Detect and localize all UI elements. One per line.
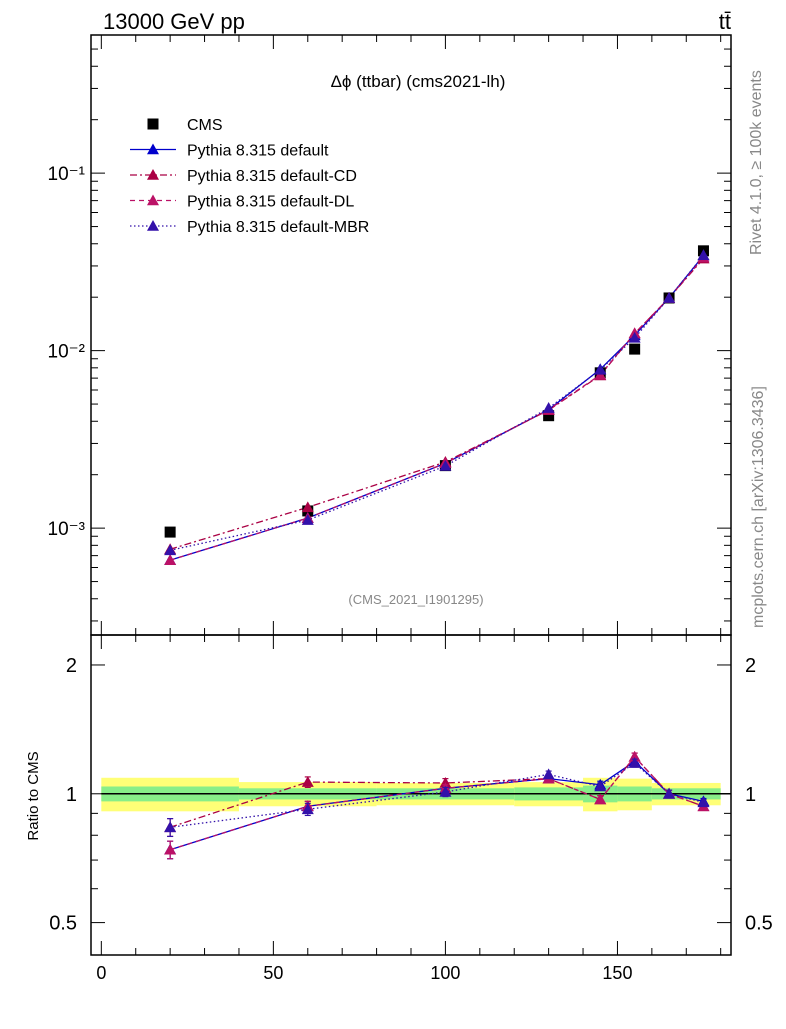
main-series-point-2: [301, 501, 314, 513]
ratio-y-tick-label-right: 2: [745, 655, 756, 677]
y-tick-label: 10⁻²: [48, 342, 86, 363]
ratio-series-point-3: [697, 796, 710, 808]
legend-marker: [147, 169, 159, 180]
x-tick-label: 150: [602, 963, 632, 983]
legend-marker-cms: [147, 118, 159, 130]
main-series-point-4: [542, 402, 555, 413]
x-tick-label: 100: [430, 963, 460, 983]
legend-label: Pythia 8.315 default-DL: [187, 194, 354, 211]
cms-data-point: [164, 526, 176, 538]
ratio-series-line-0: [169, 760, 704, 851]
main-series-line-3: [169, 257, 704, 561]
rivet-version-label: Rivet 4.1.0, ≥ 100k events: [748, 70, 765, 255]
ratio-series-point-3: [542, 768, 555, 780]
legend-label: Pythia 8.315 default: [187, 143, 329, 160]
cms-data-point: [629, 343, 641, 355]
ratio-y-tick-label: 1: [66, 784, 77, 806]
ratio-y-tick-label: 0.5: [49, 913, 77, 935]
main-series-point-4: [663, 291, 676, 303]
ratio-series-point-2: [164, 843, 177, 855]
main-series-point-4: [439, 459, 452, 471]
legend: CMS Pythia 8.315 default Pythia 8.315 defa…: [130, 117, 369, 236]
ratio-series-point-1: [301, 776, 314, 787]
ratio-series-point-3: [439, 785, 452, 797]
ratio-y-tick-label-right: 1: [745, 784, 756, 806]
analysis-watermark: (CMS_2021_I1901295): [348, 592, 483, 607]
x-tick-label: 0: [96, 963, 106, 983]
main-title: Δϕ (ttbar) (cms2021-lh): [331, 72, 506, 91]
main-series-point-4: [594, 363, 607, 375]
legend-label: Pythia 8.315 default-CD: [187, 168, 357, 185]
legend-marker: [147, 220, 159, 231]
ratio-series-point-3: [663, 787, 676, 799]
ratio-series-line-2: [169, 755, 704, 851]
ratio-ylabel: Ratio to CMS: [25, 751, 42, 840]
cms-data-point: [543, 410, 555, 422]
main-series-line-4: [170, 254, 704, 551]
ratio-y-tick-label-right: 0.5: [745, 913, 773, 935]
y-tick-label: 10⁻¹: [48, 164, 86, 185]
process-label: tt̄: [719, 9, 731, 34]
ratio-series-point-3: [301, 803, 314, 815]
legend-marker: [147, 143, 159, 155]
ratio-series-line-3: [170, 762, 704, 828]
y-tick-label: 10⁻³: [48, 519, 86, 540]
main-series-point-4: [628, 331, 641, 343]
main-series-line-2: [169, 258, 704, 550]
main-panel: 10⁻³ 10⁻² 10⁻¹: [48, 34, 732, 955]
mcplots-label: mcplots.cern.ch [arXiv:1306.3436]: [750, 386, 767, 628]
ratio-series-point-2: [594, 793, 607, 805]
ratio-series-point-3: [594, 780, 607, 792]
main-series-point-4: [164, 544, 177, 556]
ratio-panel: 0 50 100 150 0.5 0.5 1 1 2 2: [49, 634, 773, 983]
legend-label: CMS: [187, 117, 223, 134]
legend-label: Pythia 8.315 default-MBR: [187, 219, 369, 236]
x-tick-label: 50: [263, 963, 283, 983]
ratio-frame: [90, 634, 732, 956]
energy-label: 13000 GeV pp: [103, 9, 245, 34]
main-series-line-1: [169, 255, 704, 561]
main-series-point-3: [164, 554, 177, 565]
ratio-series-line-1: [169, 755, 704, 828]
ratio-series-point-3: [164, 821, 177, 833]
main-series-point-4: [301, 514, 314, 525]
ratio-series-point-3: [628, 757, 641, 768]
main-series-point-4: [697, 249, 710, 260]
ratio-y-tick-label: 2: [66, 655, 77, 677]
legend-marker: [147, 194, 159, 206]
